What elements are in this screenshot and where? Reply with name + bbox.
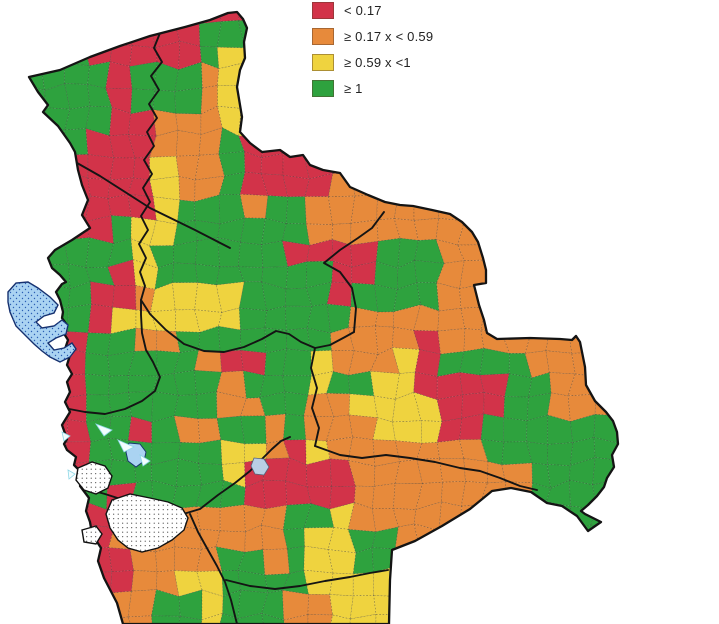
glacier-mark <box>61 431 71 442</box>
legend-swatch-yellow <box>312 54 334 71</box>
legend: < 0.17 ≥ 0.17 x < 0.59 ≥ 0.59 x <1 ≥ 1 <box>312 2 433 106</box>
legend-swatch-green <box>312 80 334 97</box>
lake-poopo <box>125 442 147 468</box>
lake-titicaca-stipple <box>8 282 76 362</box>
glacier-mark <box>117 439 135 453</box>
glacier-mark <box>139 454 151 467</box>
glacier-mark <box>67 469 76 480</box>
legend-swatch-red <box>312 2 334 19</box>
salar-stipple <box>76 462 112 494</box>
legend-label: < 0.17 <box>344 3 382 18</box>
legend-item-017-059: ≥ 0.17 x < 0.59 <box>312 28 433 45</box>
legend-label: ≥ 1 <box>344 81 363 96</box>
department-border <box>314 445 538 491</box>
legend-item-gte-1: ≥ 1 <box>312 80 433 97</box>
department-border <box>140 299 355 353</box>
salar-stipple <box>106 494 188 552</box>
small-lake <box>250 457 270 476</box>
department-border <box>63 299 161 415</box>
legend-label: ≥ 0.17 x < 0.59 <box>344 29 434 44</box>
department-border <box>189 513 238 624</box>
country-border <box>27 10 620 624</box>
legend-item-059-1: ≥ 0.59 x <1 <box>312 54 433 71</box>
department-border <box>310 347 320 447</box>
department-border <box>138 32 163 301</box>
legend-swatch-orange <box>312 28 334 45</box>
department-border <box>62 154 231 249</box>
glacier-mark <box>94 423 113 437</box>
legend-item-lt-017: < 0.17 <box>312 2 433 19</box>
department-border <box>225 569 389 590</box>
legend-label: ≥ 0.59 x <1 <box>344 55 411 70</box>
salar-stipple <box>82 526 102 544</box>
department-border <box>323 211 385 333</box>
